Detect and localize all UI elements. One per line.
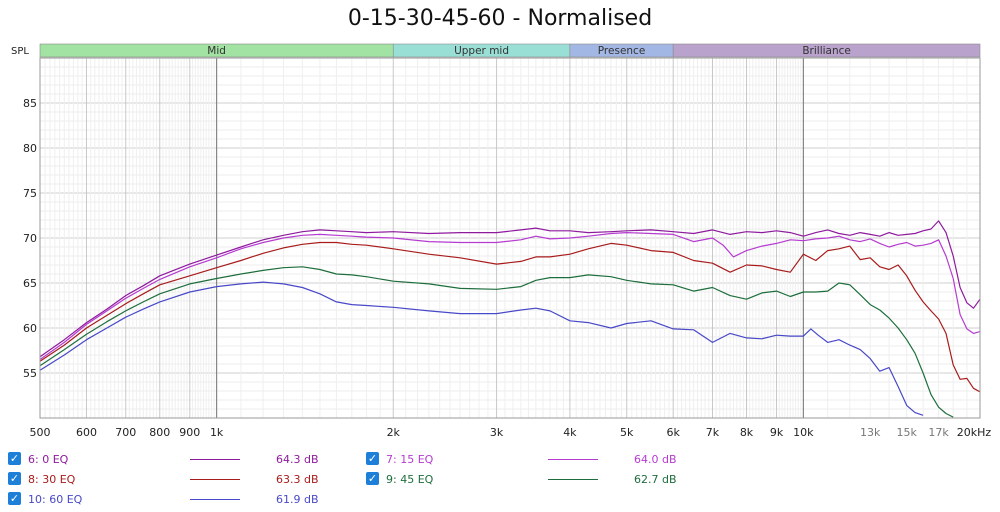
x-tick-label: 800 — [149, 426, 170, 439]
legend-checkbox[interactable]: ✓ — [366, 452, 379, 465]
legend-value: 61.9 dB — [276, 493, 319, 506]
legend: ✓ 6: 0 EQ 64.3 dB ✓ 7: 15 EQ 64.0 dB ✓ 8: 30 EQ… — [0, 446, 1000, 512]
band-label: Presence — [598, 45, 646, 57]
x-tick-label: 900 — [179, 426, 200, 439]
x-tick-label: 5k — [620, 426, 634, 439]
frequency-response-chart: Mid Upper mid Presence Brilliance SPL 55 60 6… — [11, 43, 992, 439]
x-tick-label: 6k — [667, 426, 681, 439]
legend-item: ✓ 10: 60 EQ 61.9 dB — [8, 489, 338, 509]
x-tick-label: 9k — [770, 426, 784, 439]
x-tick-label: 10k — [793, 426, 814, 439]
x-axis-ticks: 500 600 700 800 900 1k 2k 3k 4k 5k 6k 7k 8k 9k 10k 13k 1… — [30, 426, 992, 439]
x-tick-label: 600 — [76, 426, 97, 439]
legend-label: 9: 45 EQ — [386, 473, 434, 486]
grid — [40, 57, 980, 419]
band-brilliance — [672, 43, 981, 58]
legend-checkbox[interactable]: ✓ — [8, 452, 21, 465]
series-line-3 — [39, 266, 954, 418]
legend-line-swatch — [548, 479, 598, 480]
series-line-2 — [39, 241, 981, 393]
series-line-1 — [39, 232, 981, 360]
legend-value: 64.0 dB — [634, 453, 677, 466]
legend-item: ✓ 8: 30 EQ 63.3 dB — [8, 469, 338, 489]
y-axis-label: SPL — [11, 46, 29, 57]
x-tick-label: 4k — [563, 426, 577, 439]
x-tick-label: 3k — [490, 426, 504, 439]
x-tick-label: 500 — [30, 426, 51, 439]
legend-label: 8: 30 EQ — [28, 473, 76, 486]
y-tick-label: 60 — [23, 322, 37, 335]
legend-item: ✓ 7: 15 EQ 64.0 dB — [366, 449, 696, 469]
legend-value: 62.7 dB — [634, 473, 677, 486]
plot-frame — [39, 57, 981, 419]
x-tick-label: 20kHz — [957, 426, 992, 439]
series-lines — [39, 220, 981, 418]
y-tick-label: 55 — [23, 367, 37, 380]
legend-checkbox[interactable]: ✓ — [8, 492, 21, 505]
legend-line-swatch — [190, 479, 240, 480]
x-tick-label: 2k — [387, 426, 401, 439]
legend-label: 7: 15 EQ — [386, 453, 434, 466]
legend-line-swatch — [190, 499, 240, 500]
x-tick-label: 7k — [706, 426, 720, 439]
x-tick-label: 15k — [897, 426, 918, 439]
x-tick-label: 700 — [115, 426, 136, 439]
band-label: Brilliance — [802, 45, 851, 57]
legend-checkbox[interactable]: ✓ — [366, 472, 379, 485]
y-tick-label: 65 — [23, 277, 37, 290]
legend-line-swatch — [190, 459, 240, 460]
legend-item: ✓ 9: 45 EQ 62.7 dB — [366, 469, 696, 489]
series-line-4 — [39, 281, 924, 416]
legend-label: 10: 60 EQ — [28, 493, 83, 506]
y-tick-label: 85 — [23, 97, 37, 110]
y-tick-label: 80 — [23, 142, 37, 155]
frequency-bands: Mid Upper mid Presence Brilliance — [39, 43, 981, 58]
legend-item: ✓ 6: 0 EQ 64.3 dB — [8, 449, 338, 469]
legend-line-swatch — [548, 459, 598, 460]
y-tick-label: 75 — [23, 187, 37, 200]
x-tick-label: 1k — [210, 426, 224, 439]
x-tick-label: 8k — [740, 426, 754, 439]
band-label: Upper mid — [454, 45, 509, 57]
x-tick-label: 17k — [928, 426, 949, 439]
y-axis-ticks: 55 60 65 70 75 80 85 — [23, 97, 37, 380]
y-tick-label: 70 — [23, 232, 37, 245]
legend-label: 6: 0 EQ — [28, 453, 69, 466]
series-line-0 — [39, 220, 981, 358]
band-label: Mid — [207, 45, 226, 57]
legend-value: 64.3 dB — [276, 453, 319, 466]
chart-title: 0-15-30-45-60 - Normalised — [347, 6, 653, 31]
legend-value: 63.3 dB — [276, 473, 319, 486]
x-tick-label: 13k — [860, 426, 881, 439]
legend-checkbox[interactable]: ✓ — [8, 472, 21, 485]
